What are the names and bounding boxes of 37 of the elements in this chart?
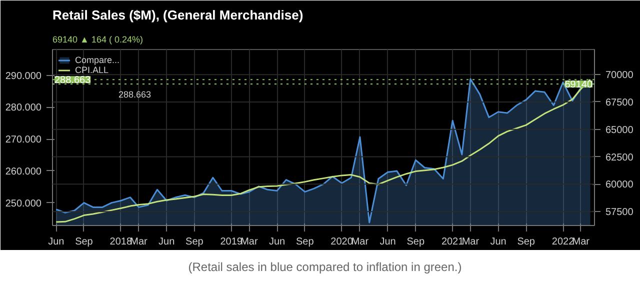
- x-tick-label: Mar: [462, 236, 480, 248]
- y2-tick-label: 57500: [606, 207, 634, 218]
- x-tick-label: Mar: [130, 236, 148, 248]
- x-tick-label: Sep: [296, 236, 314, 248]
- chart-subtitle: 69140 ▲ 164 ( 0.24%): [52, 34, 143, 44]
- legend-label: CPI.ALL: [75, 65, 109, 75]
- x-tick-label: Sep: [517, 236, 536, 248]
- text: (Retail sales in blue compared to inflation in green.): [188, 259, 462, 276]
- x-tick-label: Mar: [240, 236, 258, 248]
- x-tick-label: Mar: [351, 236, 370, 248]
- x-tick-label: Jun: [158, 236, 175, 248]
- chart-title: Retail Sales ($M), (General Merchandise): [52, 8, 304, 22]
- y-tick-label: 290.000: [5, 70, 42, 82]
- x-tick-label: 2018: [110, 236, 132, 248]
- x-tick-label: 2022: [552, 236, 575, 248]
- y2-tick-label: 60000: [606, 180, 634, 191]
- y-tick-label: 250.000: [5, 198, 42, 210]
- x-tick-label: Mar: [572, 236, 590, 248]
- x-tick-label: Jun: [490, 236, 506, 248]
- x-tick-label: Sep: [75, 236, 94, 248]
- y2-tick-label: 67500: [606, 97, 634, 108]
- x-tick-label: Jun: [48, 236, 64, 248]
- y2-tick-label: 65000: [606, 124, 634, 136]
- y2-tick-label: 70000: [606, 70, 634, 82]
- y-tick-label: 260.000: [5, 166, 42, 178]
- x-tick-label: Jun: [268, 236, 286, 248]
- x-tick-label: 2019: [220, 236, 243, 248]
- legend-label: Compare...: [75, 55, 120, 65]
- x-tick-label: Sep: [186, 236, 204, 248]
- annotation: 288.663: [118, 90, 152, 100]
- x-tick-label: Jun: [380, 236, 396, 248]
- y-tick-label: 270.000: [5, 134, 42, 146]
- x-tick-label: 2020: [330, 236, 354, 248]
- y2-tick-label: 62500: [606, 152, 634, 164]
- y-tick-label: 280.000: [5, 102, 42, 114]
- x-tick-label: Sep: [406, 236, 425, 248]
- x-tick-label: 2021: [441, 236, 464, 248]
